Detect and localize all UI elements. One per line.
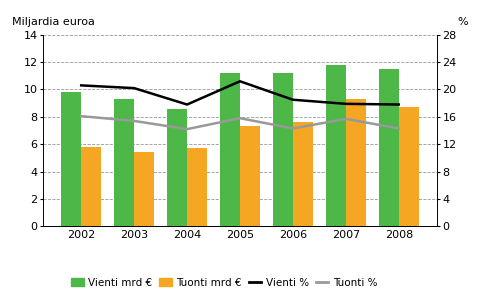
Text: %: % [457,17,468,27]
Bar [326,65,346,226]
Legend: Vienti mrd €, Tuonti mrd €, Vienti %, Tuonti %: Vienti mrd €, Tuonti mrd €, Vienti %, Tu… [67,273,381,290]
Bar [167,109,187,226]
Bar [240,126,260,226]
Bar [346,99,366,226]
Bar [399,107,419,226]
Bar [134,152,154,226]
Bar [61,92,81,226]
Bar [187,148,207,226]
Bar [273,73,293,226]
Bar [220,73,240,226]
Text: Miljardia euroa: Miljardia euroa [12,17,95,27]
Bar [114,99,134,226]
Bar [81,147,101,226]
Bar [293,122,313,226]
Bar [379,69,399,226]
